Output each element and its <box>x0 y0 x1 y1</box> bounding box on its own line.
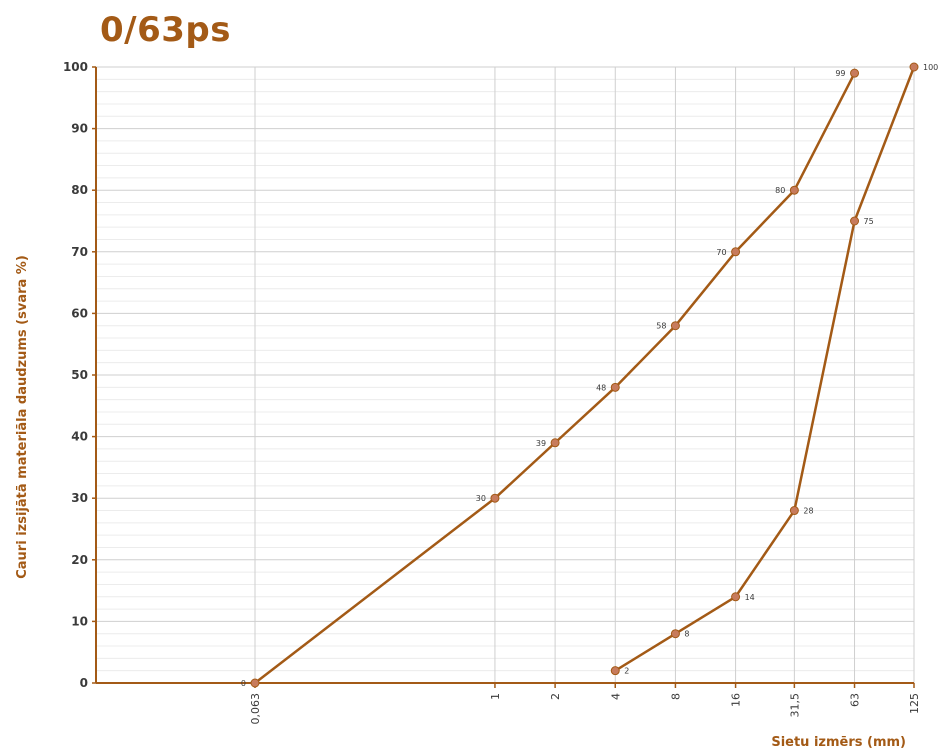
data-label: 48 <box>596 383 606 392</box>
data-point <box>789 185 799 195</box>
x-tick-label: 125 <box>908 693 921 714</box>
data-point <box>670 321 680 331</box>
x-tick-label: 1 <box>489 693 502 700</box>
x-tick-label: 8 <box>669 693 682 700</box>
y-tick-label: 40 <box>71 430 88 444</box>
data-point <box>550 438 560 448</box>
series-points <box>250 62 919 688</box>
y-tick-label: 50 <box>71 368 88 382</box>
y-tick-labels: 0 10 20 30 40 50 60 70 80 90 100 <box>63 60 88 690</box>
data-point <box>490 493 500 503</box>
y-tick-label: 70 <box>71 245 88 259</box>
y-tick-label: 90 <box>71 122 88 136</box>
chart-title: 0/63ps <box>100 10 231 50</box>
data-point <box>850 216 860 226</box>
data-point <box>250 678 260 688</box>
data-label: 80 <box>775 186 785 195</box>
y-tick-label: 60 <box>71 306 88 320</box>
data-point <box>909 62 919 72</box>
data-label: 14 <box>745 593 755 602</box>
data-point <box>610 666 620 676</box>
series-line-2 <box>614 66 916 672</box>
data-point <box>731 247 741 257</box>
data-label: 99 <box>835 69 845 78</box>
data-label: 39 <box>536 439 546 448</box>
data-label: 30 <box>476 494 486 503</box>
minor-grid <box>96 78 914 672</box>
x-tick-labels: 0,063 1 2 4 8 16 31,5 63 125 <box>249 693 921 725</box>
series-line-1 <box>254 72 856 684</box>
y-tick-label: 0 <box>80 676 88 690</box>
y-tick-label: 20 <box>71 553 88 567</box>
x-tick-label: 2 <box>549 693 562 700</box>
y-tick-label: 100 <box>63 60 88 74</box>
data-label: 58 <box>656 322 666 331</box>
y-tick-label: 30 <box>71 491 88 505</box>
data-label: 100 <box>923 63 938 72</box>
data-label: 8 <box>684 630 689 639</box>
data-point <box>610 382 620 392</box>
data-label: 28 <box>803 507 813 516</box>
x-tick-label: 16 <box>730 693 743 707</box>
y-tick-label: 80 <box>71 183 88 197</box>
data-label: 75 <box>864 217 874 226</box>
data-point <box>670 629 680 639</box>
x-tick-label: 4 <box>609 693 622 700</box>
x-tick-label: 63 <box>849 693 862 707</box>
data-point <box>789 506 799 516</box>
y-axis-label: Cauri izsijātā materiāla daudzums (svara… <box>15 255 30 579</box>
axes <box>92 66 915 688</box>
x-tick-label: 31,5 <box>788 693 801 718</box>
data-label: 70 <box>716 248 726 257</box>
series-lines <box>254 66 916 684</box>
x-tick-label: 0,063 <box>249 693 262 725</box>
major-grid <box>96 66 915 684</box>
data-point <box>850 68 860 78</box>
data-label: 0 <box>241 679 246 688</box>
x-axis-label: Sietu izmērs (mm) <box>771 735 906 750</box>
y-tick-label: 10 <box>71 614 88 628</box>
data-point <box>731 592 741 602</box>
data-label: 2 <box>624 667 629 676</box>
